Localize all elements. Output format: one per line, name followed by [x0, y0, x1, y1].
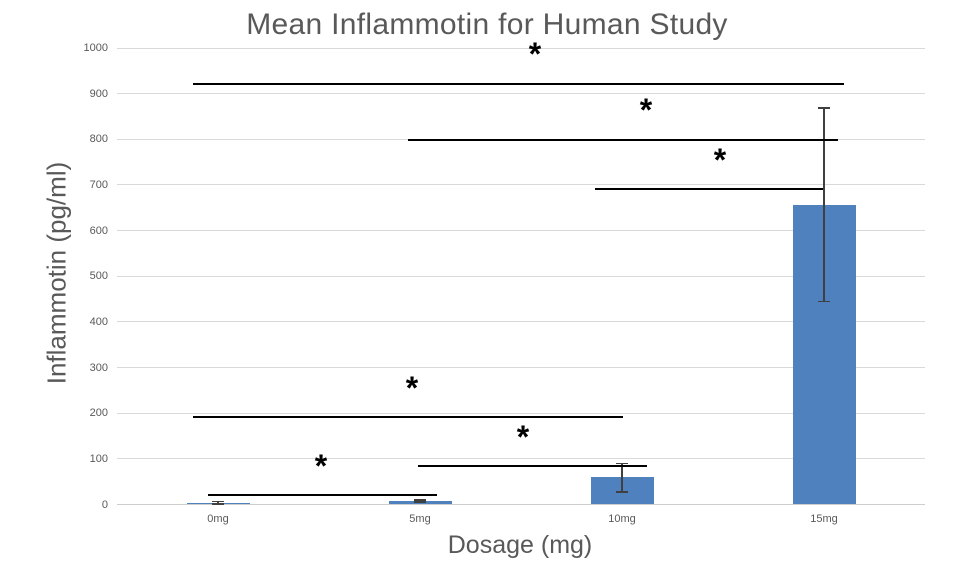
y-tick-label: 200: [89, 407, 108, 420]
error-bar-line: [419, 499, 421, 503]
category-label: 10mg: [608, 513, 636, 525]
significance-star: *: [528, 36, 542, 72]
gridline: [117, 504, 925, 505]
error-bar-line: [823, 107, 825, 303]
gridline: [117, 321, 925, 323]
gridline: [117, 367, 925, 369]
y-tick-label: 500: [89, 270, 108, 283]
error-bar-cap-top: [414, 499, 426, 501]
error-bar-line: [217, 500, 219, 505]
gridline: [117, 184, 925, 186]
error-bar-cap-bottom: [212, 503, 224, 505]
y-tick-label: 400: [89, 315, 108, 328]
y-tick-label: 900: [89, 87, 108, 100]
error-bar-cap-bottom: [414, 501, 426, 503]
y-tick-label: 1000: [83, 42, 108, 54]
gridline: [117, 93, 925, 95]
significance-line: [595, 188, 823, 190]
error-bar-cap-top: [616, 462, 628, 464]
y-tick-label: 100: [89, 452, 108, 465]
y-tick-label: 0: [101, 498, 108, 511]
error-bar-cap-top: [818, 107, 830, 109]
significance-star: *: [713, 142, 727, 178]
significance-line: [193, 83, 844, 85]
error-bar-line: [621, 462, 623, 493]
category-label: 5mg: [409, 513, 431, 525]
category-label: 0mg: [207, 513, 229, 525]
y-tick-label: 700: [89, 178, 108, 191]
gridline: [117, 47, 925, 49]
y-tick-label: 600: [89, 224, 108, 237]
significance-star: *: [516, 419, 530, 455]
significance-star: *: [639, 92, 653, 128]
significance-line: [418, 465, 647, 467]
gridline: [117, 275, 925, 277]
error-bar-cap-top: [212, 500, 224, 503]
significance-line: [193, 416, 623, 418]
significance-star: *: [405, 370, 419, 406]
y-tick-label: 300: [89, 361, 108, 374]
gridline: [117, 412, 925, 414]
x-axis-title: Dosage (mg): [447, 531, 593, 559]
significance-line: [208, 494, 437, 496]
error-bar-cap-bottom: [818, 300, 830, 303]
gridline: [117, 230, 925, 232]
gridline: [117, 458, 925, 460]
error-bar-cap-bottom: [616, 491, 628, 493]
y-tick-label: 800: [89, 133, 108, 146]
category-label: 15mg: [810, 513, 838, 525]
significance-line: [408, 139, 838, 141]
significance-star: *: [314, 448, 328, 484]
chart-title: Mean Inflammotin for Human Study: [246, 8, 728, 41]
